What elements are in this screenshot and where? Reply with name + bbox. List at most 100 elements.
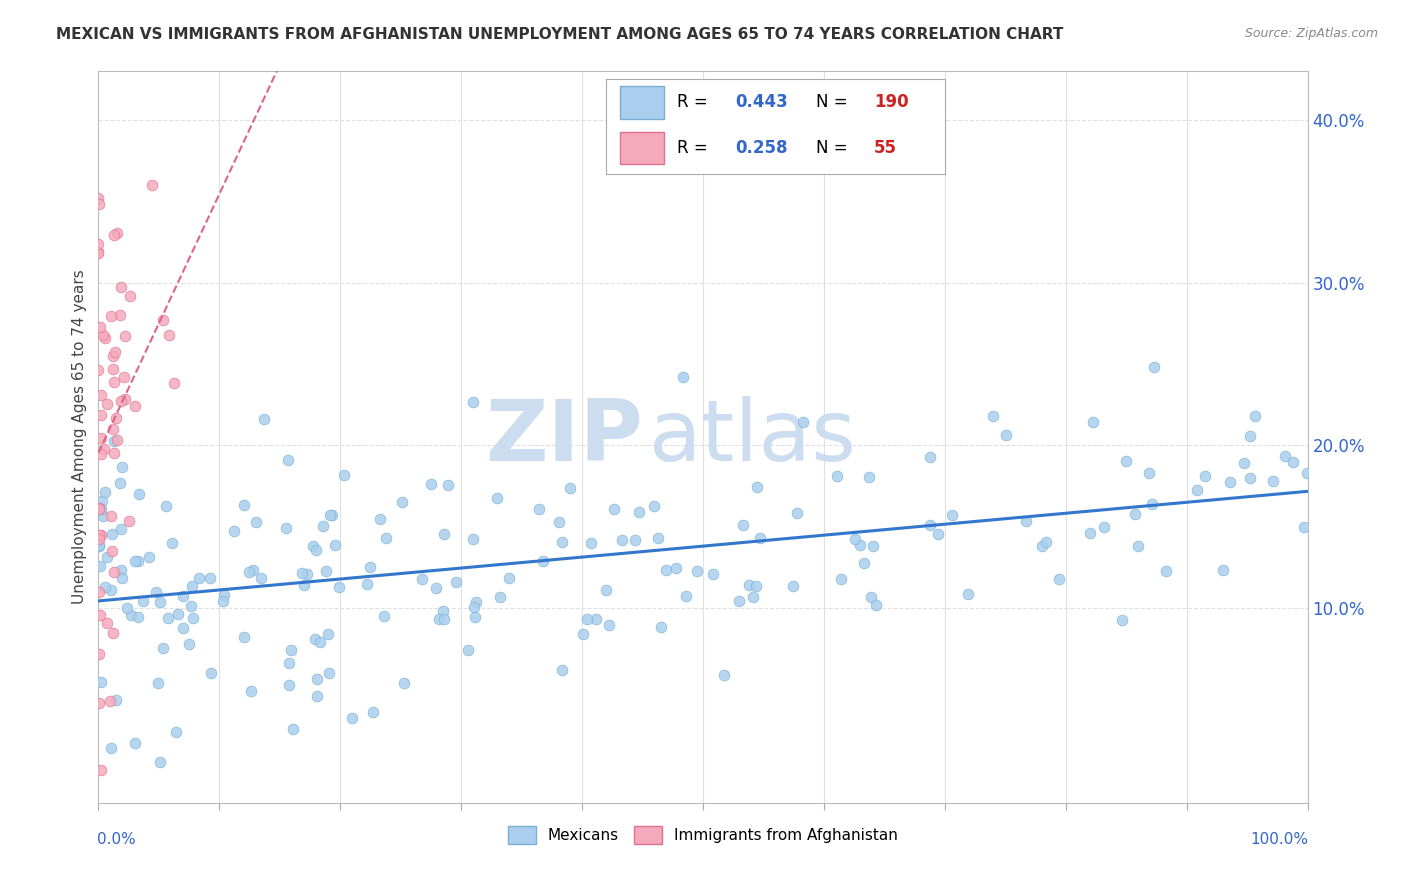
Point	[585, 612, 607, 626]
Point	[155, 499, 177, 513]
Point	[101, 422, 124, 436]
Point	[181, 579, 204, 593]
Point	[200, 666, 222, 681]
Point	[742, 590, 765, 604]
Point	[179, 636, 201, 650]
Point	[117, 514, 139, 528]
Point	[172, 589, 194, 603]
Point	[233, 498, 256, 512]
Point	[94, 484, 117, 499]
Point	[860, 591, 883, 605]
Point	[90, 447, 112, 461]
Point	[128, 486, 150, 500]
Point	[391, 495, 413, 509]
Point	[96, 616, 118, 631]
Point	[1243, 409, 1265, 424]
Point	[830, 572, 852, 586]
Point	[340, 711, 363, 725]
Point	[120, 608, 142, 623]
Point	[1078, 525, 1101, 540]
Point	[309, 635, 332, 649]
Point	[249, 571, 271, 585]
Point	[274, 521, 297, 535]
Point	[1123, 507, 1146, 521]
Point	[1194, 469, 1216, 483]
Point	[686, 564, 709, 578]
Point	[90, 431, 112, 445]
Point	[146, 675, 169, 690]
Point	[281, 722, 304, 736]
Point	[96, 397, 118, 411]
Point	[118, 289, 141, 303]
Point	[89, 319, 111, 334]
Legend: Mexicans, Immigrants from Afghanistan: Mexicans, Immigrants from Afghanistan	[502, 820, 904, 850]
Point	[305, 690, 328, 704]
Point	[852, 556, 875, 570]
Point	[312, 519, 335, 533]
Point	[89, 539, 111, 553]
Point	[157, 327, 180, 342]
Point	[1239, 429, 1261, 443]
Point	[200, 571, 222, 585]
Point	[612, 533, 634, 547]
Point	[733, 518, 755, 533]
Point	[1274, 449, 1296, 463]
Point	[332, 468, 354, 483]
Point	[392, 676, 415, 690]
Point	[1115, 454, 1137, 468]
Point	[1154, 564, 1177, 578]
Point	[224, 524, 246, 538]
Point	[87, 696, 110, 710]
Point	[103, 434, 125, 448]
Point	[427, 612, 450, 626]
Point	[304, 632, 326, 646]
Point	[87, 501, 110, 516]
Point	[551, 535, 574, 549]
Text: 0.0%: 0.0%	[97, 832, 136, 847]
Point	[90, 528, 112, 542]
Point	[101, 527, 124, 541]
Point	[110, 280, 132, 294]
Point	[156, 611, 179, 625]
Point	[90, 408, 112, 422]
Point	[105, 226, 128, 240]
Point	[432, 603, 454, 617]
Point	[531, 553, 554, 567]
Point	[1047, 572, 1070, 586]
Point	[233, 630, 256, 644]
Point	[1212, 563, 1234, 577]
Point	[862, 539, 884, 553]
Point	[111, 570, 134, 584]
Point	[575, 612, 598, 626]
Point	[672, 370, 695, 384]
Point	[318, 666, 340, 681]
Point	[253, 411, 276, 425]
Point	[373, 608, 395, 623]
Point	[114, 328, 136, 343]
Point	[124, 736, 146, 750]
Point	[101, 349, 124, 363]
Point	[90, 501, 112, 516]
Point	[103, 375, 125, 389]
Point	[920, 518, 942, 533]
Point	[100, 740, 122, 755]
Point	[702, 566, 724, 581]
Point	[138, 549, 160, 564]
Point	[745, 579, 768, 593]
Point	[624, 533, 647, 548]
Point	[110, 394, 132, 409]
Point	[361, 705, 384, 719]
Point	[581, 535, 603, 549]
Point	[124, 554, 146, 568]
Point	[297, 566, 319, 581]
Point	[104, 693, 127, 707]
Point	[141, 178, 163, 193]
Point	[91, 508, 114, 523]
Point	[1282, 455, 1305, 469]
Point	[124, 399, 146, 413]
Point	[278, 656, 301, 670]
Point	[149, 755, 172, 769]
Point	[149, 595, 172, 609]
Point	[104, 345, 127, 359]
Point	[277, 678, 299, 692]
